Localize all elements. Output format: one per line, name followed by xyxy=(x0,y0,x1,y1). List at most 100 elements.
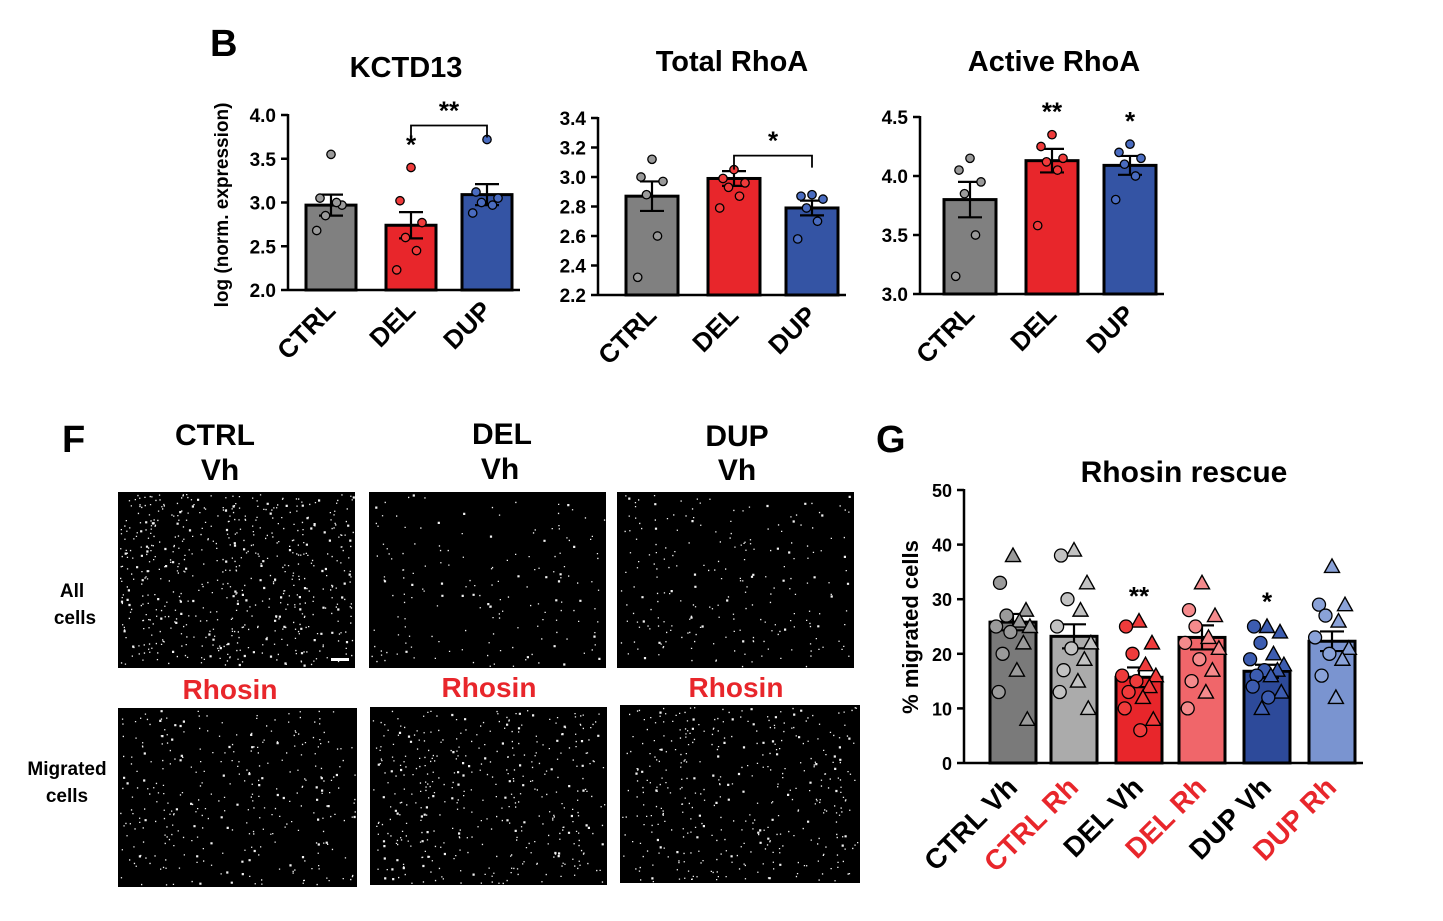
data-point-triangle xyxy=(1327,688,1345,705)
y-tick-label: 10 xyxy=(932,699,952,719)
data-point-triangle xyxy=(1004,546,1022,563)
micrograph-del-migrated xyxy=(370,707,607,885)
data-point xyxy=(1052,165,1063,175)
data-point xyxy=(487,200,498,210)
data-point xyxy=(1188,619,1203,634)
data-point-triangle xyxy=(1017,601,1035,617)
bracket-significance: ** xyxy=(439,96,460,126)
micrograph-ctrl-all xyxy=(118,492,355,668)
data-point-triangle xyxy=(1082,633,1100,650)
data-point xyxy=(1133,723,1148,738)
data-point xyxy=(1261,690,1276,705)
bar-del xyxy=(706,176,762,297)
y-tick-label: 2.6 xyxy=(560,227,586,248)
data-point xyxy=(311,225,322,236)
data-point xyxy=(1041,156,1052,167)
data-point xyxy=(1322,646,1337,661)
data-point-triangle xyxy=(1143,633,1161,650)
data-point xyxy=(1114,668,1130,683)
data-point-triangle xyxy=(1134,688,1152,705)
significance-marker: ** xyxy=(1129,581,1150,611)
data-point xyxy=(1053,548,1069,563)
significance-marker: * xyxy=(1125,106,1136,136)
chart-title: Total RhoA xyxy=(656,46,809,78)
data-point xyxy=(970,230,981,240)
bracket-significance: * xyxy=(768,126,779,156)
data-point xyxy=(1125,139,1135,149)
speckle-field xyxy=(371,494,606,667)
col-title-ctrl-line1: CTRL xyxy=(175,419,255,452)
data-point xyxy=(1058,153,1068,164)
data-point xyxy=(1311,597,1327,612)
data-point-triangle xyxy=(1210,639,1228,656)
data-point xyxy=(331,197,342,208)
data-point xyxy=(1064,641,1079,656)
y-tick-label: 30 xyxy=(932,590,952,610)
data-point xyxy=(1117,701,1132,716)
data-point xyxy=(965,153,975,164)
data-point-triangle xyxy=(1333,650,1352,666)
data-point xyxy=(1192,652,1207,667)
data-point xyxy=(714,203,725,213)
data-point xyxy=(976,177,986,187)
data-point xyxy=(406,162,416,173)
data-point xyxy=(1121,684,1136,700)
data-point-triangle xyxy=(1197,683,1215,699)
data-point xyxy=(988,619,1004,634)
y-tick-label: 50 xyxy=(932,481,952,501)
data-point xyxy=(1318,608,1333,623)
data-point xyxy=(1181,602,1197,618)
data-point xyxy=(636,172,646,182)
y-tick-label: 3.0 xyxy=(250,194,276,215)
data-point-triangle xyxy=(1329,612,1348,628)
data-point-triangle xyxy=(1264,644,1283,661)
y-tick-label: 3.0 xyxy=(560,168,586,189)
micrograph-dup-all xyxy=(617,492,854,668)
y-tick-label: 4.0 xyxy=(250,106,276,127)
data-point xyxy=(1049,619,1065,634)
data-point-triangle xyxy=(1336,595,1354,612)
data-point xyxy=(647,154,657,165)
data-point xyxy=(1253,635,1268,651)
col-title-dup-line2: Vh xyxy=(718,454,756,487)
data-point xyxy=(1180,701,1195,716)
data-point xyxy=(1118,619,1134,634)
x-tick-label-ctrl: CTRL xyxy=(271,295,341,365)
micrograph-del-all xyxy=(369,492,606,668)
bar-ctrl-rh xyxy=(1049,634,1099,765)
chart-title: Rhosin rescue xyxy=(1081,456,1288,489)
x-tick-label-ctrl: CTRL xyxy=(910,299,980,369)
data-point xyxy=(320,210,331,221)
data-point xyxy=(1119,159,1130,170)
y-tick-label: 3.5 xyxy=(882,226,909,247)
data-point-triangle xyxy=(1199,628,1218,645)
significance-marker: * xyxy=(406,130,417,160)
y-tick-label: 3.5 xyxy=(250,150,277,171)
data-point-triangle xyxy=(1136,655,1155,672)
data-point-triangle xyxy=(1340,639,1358,656)
data-point xyxy=(1052,684,1067,700)
data-point xyxy=(807,189,817,200)
data-point-triangle xyxy=(1079,699,1097,716)
data-point xyxy=(400,232,411,243)
data-point xyxy=(991,684,1006,700)
y-tick-label: 2.5 xyxy=(250,237,277,258)
micrograph-dup-migrated xyxy=(620,705,860,883)
row-label-all-line1: All xyxy=(60,581,84,602)
data-point-triangle xyxy=(1262,666,1280,683)
data-point xyxy=(1114,147,1124,158)
data-point xyxy=(796,191,806,202)
data-point-triangle xyxy=(1021,617,1039,634)
data-point-triangle xyxy=(1069,672,1087,688)
bar-ctrl xyxy=(304,203,358,292)
y-tick-label: 3.2 xyxy=(560,139,586,160)
bar-dup xyxy=(460,193,514,292)
data-point xyxy=(326,149,336,160)
y-tick-label: 2.2 xyxy=(560,286,586,307)
data-point xyxy=(1314,668,1329,683)
panel-g-label: G xyxy=(876,419,906,461)
col-title-ctrl-line2: Vh xyxy=(201,454,239,487)
comparison-bracket xyxy=(733,154,813,170)
